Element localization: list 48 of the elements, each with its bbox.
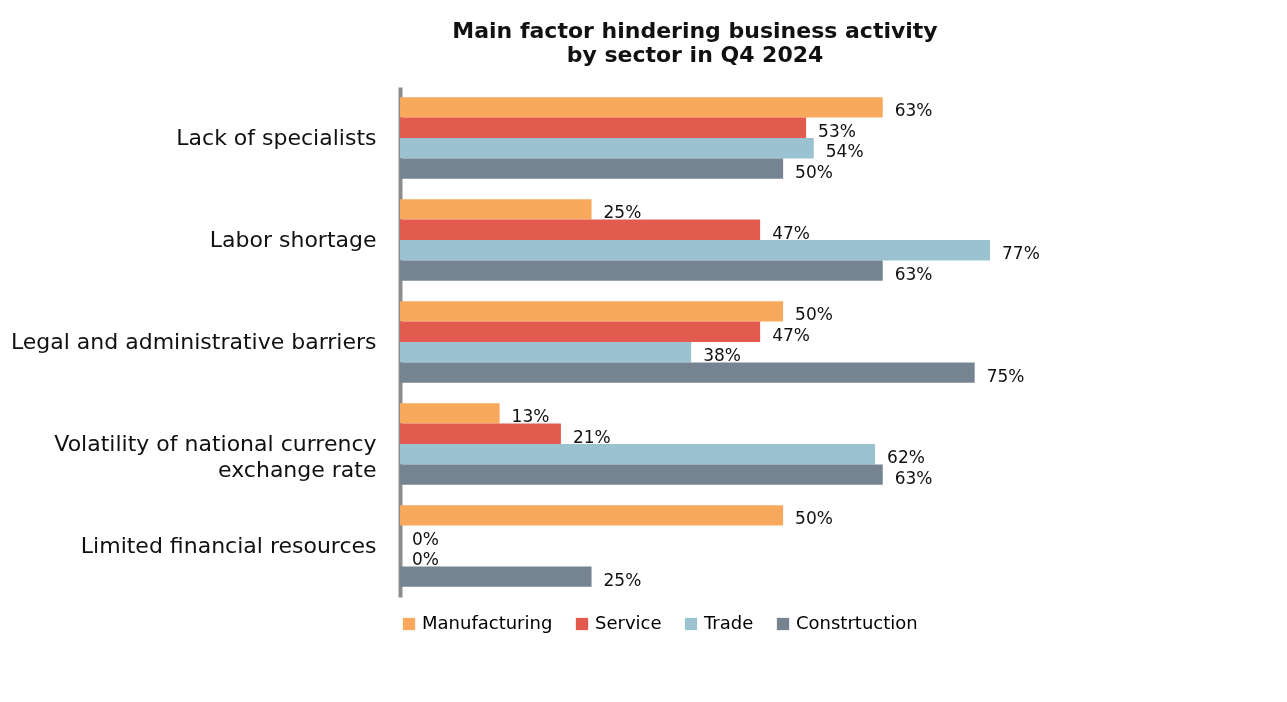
data-label: 50% [795, 161, 833, 182]
legend-label: Trade [703, 612, 754, 633]
bar [400, 321, 761, 342]
bar [400, 505, 784, 526]
data-label: 50% [795, 304, 833, 325]
data-label: 63% [894, 263, 933, 284]
chart-title: Main factor hindering business activity by sector in Q4 2024 [452, 18, 938, 67]
bar [400, 97, 883, 118]
bar [400, 301, 784, 322]
data-label: 50% [795, 508, 833, 529]
data-label: 54% [825, 141, 864, 162]
data-label: 75% [986, 365, 1025, 386]
bar [400, 117, 807, 138]
y-tick-label: Lack of specialists [176, 125, 377, 150]
data-label: 63% [894, 467, 933, 488]
bar [400, 199, 592, 220]
data-label: 53% [818, 120, 856, 141]
y-tick-label: Legal and administrative barriers [10, 329, 377, 354]
bar [400, 219, 761, 240]
bar [400, 444, 876, 465]
data-label: 0% [412, 528, 439, 549]
legend-label: Service [595, 612, 662, 633]
bar [400, 158, 784, 179]
data-label: 62% [887, 447, 925, 468]
data-label: 13% [511, 406, 550, 427]
bar [400, 240, 990, 261]
legend-label: Constrtuction [796, 612, 918, 633]
bar [400, 342, 692, 363]
bar [400, 566, 592, 587]
data-label: 25% [603, 569, 642, 590]
data-label: 47% [772, 222, 810, 243]
data-label: 21% [572, 426, 611, 447]
bar [400, 423, 561, 444]
bar [400, 260, 883, 281]
data-label: 47% [772, 324, 810, 345]
y-tick-label: Limited financial resources [80, 533, 377, 558]
y-tick-label: Volatility of national currency exchange rate [54, 431, 377, 482]
bar [400, 138, 814, 159]
data-label: 77% [1002, 243, 1040, 264]
data-label: 63% [894, 100, 933, 121]
data-label: 0% [412, 549, 439, 570]
bar [400, 362, 975, 383]
data-label: 25% [603, 202, 642, 223]
y-tick-label: Labor shortage [209, 227, 377, 252]
legend-label: Manufacturing [422, 612, 553, 633]
bar [400, 464, 883, 485]
bar [400, 403, 500, 424]
data-label: 38% [703, 345, 741, 366]
